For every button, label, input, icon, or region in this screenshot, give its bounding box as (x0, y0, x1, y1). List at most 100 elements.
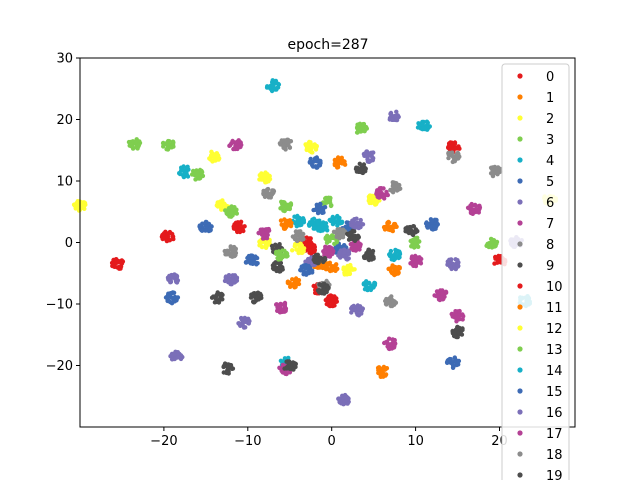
scatter-point (230, 278, 236, 283)
scatter-point (230, 206, 236, 211)
cluster-9-10 (315, 281, 331, 296)
scatter-point (394, 181, 399, 186)
scatter-point (185, 174, 191, 179)
legend-label: 12 (546, 322, 563, 337)
cluster-2-4 (303, 139, 319, 155)
scatter-point (275, 260, 280, 265)
scatter-point (126, 139, 132, 145)
scatter-point (383, 301, 389, 307)
scatter-point (304, 147, 309, 153)
scatter-point (81, 200, 87, 205)
scatter-point (411, 263, 416, 268)
scatter-point (164, 147, 169, 152)
scatter-point (422, 126, 428, 132)
scatter-point (278, 260, 283, 266)
scatter-point (182, 171, 187, 176)
scatter-point (276, 304, 282, 309)
cluster-5-6 (423, 217, 440, 232)
scatter-point (409, 244, 414, 249)
scatter-points (71, 78, 559, 407)
scatter-point (291, 367, 296, 372)
legend-marker (517, 304, 523, 310)
scatter-point (355, 221, 361, 226)
scatter-point (193, 177, 198, 182)
scatter-point (417, 239, 422, 244)
scatter-point (391, 264, 397, 270)
cluster-6-1 (165, 272, 181, 285)
scatter-point (334, 234, 339, 240)
scatter-point (229, 211, 235, 216)
scatter-point (319, 290, 324, 295)
scatter-point (369, 194, 375, 200)
scatter-point (460, 327, 465, 333)
cluster-10-1 (303, 242, 317, 256)
scatter-point (447, 257, 452, 262)
scatter-point (390, 117, 395, 123)
scatter-point (454, 154, 459, 159)
cluster-3-8 (484, 236, 500, 250)
scatter-point (286, 360, 291, 366)
scatter-point (390, 183, 396, 189)
legend-marker (517, 94, 523, 100)
scatter-point (355, 235, 360, 240)
scatter-point (166, 141, 171, 146)
scatter-point (259, 172, 265, 177)
scatter-point (260, 230, 265, 235)
scatter-point (251, 299, 256, 304)
scatter-point (170, 295, 175, 301)
legend-label: 7 (546, 217, 554, 232)
scatter-point (335, 164, 341, 170)
scatter-point (274, 86, 279, 92)
legend-label: 1 (546, 91, 554, 106)
scatter-point (381, 186, 386, 191)
scatter-point (203, 219, 208, 225)
scatter-point (332, 294, 337, 299)
scatter-point (352, 307, 357, 313)
scatter-point (357, 161, 362, 166)
scatter-point (495, 170, 500, 175)
legend-label: 15 (546, 385, 563, 400)
scatter-point (200, 221, 205, 226)
scatter-point (308, 236, 313, 241)
scatter-point (167, 229, 173, 235)
scatter-point (455, 258, 460, 263)
scatter-point (448, 357, 453, 362)
cluster-5-4 (311, 201, 328, 216)
scatter-point (259, 244, 265, 250)
scatter-point (362, 287, 368, 292)
scatter-point (453, 145, 458, 150)
y-tick-label: −20 (46, 359, 73, 374)
scatter-point (228, 142, 233, 148)
scatter-point (414, 255, 419, 260)
scatter-point (452, 330, 457, 336)
legend-marker (517, 472, 523, 478)
scatter-point (305, 142, 310, 147)
scatter-point (452, 159, 457, 164)
scatter-point (275, 308, 280, 313)
scatter-point (331, 229, 337, 234)
legend-label: 0 (546, 70, 554, 85)
cluster-6-2 (222, 273, 240, 287)
scatter-point (356, 313, 362, 318)
scatter-point (270, 80, 275, 85)
scatter-point (339, 220, 344, 225)
scatter-point (496, 257, 501, 262)
cluster-12-1 (341, 262, 357, 277)
cluster-6-8 (445, 257, 461, 272)
scatter-point (222, 203, 227, 208)
scatter-point (80, 203, 86, 209)
scatter-point (473, 203, 479, 209)
scatter-point (296, 278, 302, 283)
scatter-point (341, 254, 346, 259)
cluster-11-0 (278, 217, 294, 231)
scatter-point (241, 228, 246, 234)
x-tick-label: −10 (234, 434, 261, 449)
scatter-point (167, 238, 172, 243)
legend-marker (517, 367, 523, 373)
legend-label: 6 (546, 196, 554, 211)
scatter-point (292, 361, 297, 367)
scatter-point (278, 206, 283, 211)
scatter-point (292, 278, 298, 283)
scatter-point (220, 297, 225, 302)
scatter-point (342, 272, 347, 277)
